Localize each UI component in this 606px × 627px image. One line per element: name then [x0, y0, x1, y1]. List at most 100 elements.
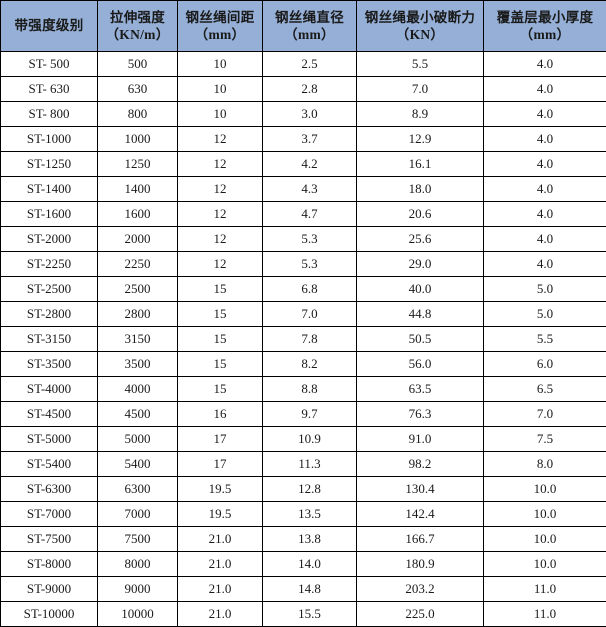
table-cell: 7000 [98, 502, 178, 527]
column-header-unit: （mm） [180, 26, 260, 43]
column-header-4: 钢丝绳最小破断力（KN） [357, 1, 484, 52]
table-cell: 15 [178, 277, 263, 302]
table-cell: 13.8 [263, 527, 357, 552]
table-cell: 7500 [98, 527, 178, 552]
table-cell: 21.0 [178, 577, 263, 602]
column-header-title: 钢丝绳直径 [265, 9, 354, 26]
table-cell: 11.0 [484, 577, 606, 602]
table-cell: 29.0 [357, 252, 484, 277]
table-cell: 800 [98, 102, 178, 127]
column-header-5: 覆盖层最小厚度（mm） [484, 1, 606, 52]
table-cell: 14.8 [263, 577, 357, 602]
table-cell: 7.8 [263, 327, 357, 352]
table-cell: 18.0 [357, 177, 484, 202]
cell-strength-grade: ST-10000 [1, 602, 98, 627]
table-cell: 166.7 [357, 527, 484, 552]
cell-strength-grade: ST-2250 [1, 252, 98, 277]
column-header-2: 钢丝绳间距（mm） [178, 1, 263, 52]
cell-strength-grade: ST-2500 [1, 277, 98, 302]
cell-strength-grade: ST-1250 [1, 152, 98, 177]
column-header-unit: （mm） [265, 26, 354, 43]
table-cell: 17 [178, 452, 263, 477]
table-cell: 15 [178, 352, 263, 377]
table-cell: 4.0 [484, 52, 606, 77]
table-cell: 7.0 [484, 402, 606, 427]
cell-strength-grade: ST-7500 [1, 527, 98, 552]
table-cell: 21.0 [178, 602, 263, 627]
table-cell: 180.9 [357, 552, 484, 577]
table-cell: 2000 [98, 227, 178, 252]
table-cell: 4.0 [484, 102, 606, 127]
table-cell: 4500 [98, 402, 178, 427]
table-cell: 4.0 [484, 202, 606, 227]
table-cell: 4.0 [484, 227, 606, 252]
table-cell: 5000 [98, 427, 178, 452]
table-cell: 15 [178, 302, 263, 327]
cell-strength-grade: ST- 800 [1, 102, 98, 127]
table-cell: 12.9 [357, 127, 484, 152]
table-cell: 40.0 [357, 277, 484, 302]
cell-strength-grade: ST-2000 [1, 227, 98, 252]
table-cell: 44.8 [357, 302, 484, 327]
table-cell: 130.4 [357, 477, 484, 502]
table-cell: 19.5 [178, 477, 263, 502]
table-cell: 4.0 [484, 152, 606, 177]
table-cell: 5.5 [484, 327, 606, 352]
table-cell: 6.8 [263, 277, 357, 302]
table-cell: 9.7 [263, 402, 357, 427]
table-cell: 15 [178, 327, 263, 352]
column-header-title: 钢丝绳最小破断力 [359, 9, 481, 26]
cell-strength-grade: ST-1600 [1, 202, 98, 227]
table-cell: 19.5 [178, 502, 263, 527]
cell-strength-grade: ST-7000 [1, 502, 98, 527]
column-header-unit: （KN/m） [100, 26, 175, 43]
table-cell: 4.0 [484, 252, 606, 277]
cell-strength-grade: ST-1000 [1, 127, 98, 152]
cell-strength-grade: ST- 500 [1, 52, 98, 77]
table-cell: 6.0 [484, 352, 606, 377]
table-cell: 5400 [98, 452, 178, 477]
table-cell: 3.0 [263, 102, 357, 127]
table-cell: 11.0 [484, 602, 606, 627]
column-header-3: 钢丝绳直径（mm） [263, 1, 357, 52]
table-cell: 17 [178, 427, 263, 452]
table-cell: 10 [178, 77, 263, 102]
header-row: 带强度级别拉伸强度（KN/m）钢丝绳间距（mm）钢丝绳直径（mm）钢丝绳最小破断… [1, 1, 606, 52]
column-header-title: 拉伸强度 [100, 9, 175, 26]
table-cell: 11.3 [263, 452, 357, 477]
table-cell: 20.6 [357, 202, 484, 227]
table-cell: 3150 [98, 327, 178, 352]
table-cell: 12 [178, 252, 263, 277]
table-cell: 2800 [98, 302, 178, 327]
cell-strength-grade: ST-4000 [1, 377, 98, 402]
table-cell: 4.2 [263, 152, 357, 177]
table-cell: 4.0 [484, 127, 606, 152]
cell-strength-grade: ST-5000 [1, 427, 98, 452]
table-cell: 6.5 [484, 377, 606, 402]
table-cell: 10 [178, 102, 263, 127]
table-cell: 1250 [98, 152, 178, 177]
table-cell: 12 [178, 227, 263, 252]
table-cell: 56.0 [357, 352, 484, 377]
table-cell: 10.0 [484, 502, 606, 527]
column-header-unit: （mm） [486, 26, 604, 43]
table-cell: 1600 [98, 202, 178, 227]
cell-strength-grade: ST-3500 [1, 352, 98, 377]
table-cell: 7.0 [357, 77, 484, 102]
table-cell: 15 [178, 377, 263, 402]
table-cell: 14.0 [263, 552, 357, 577]
table-cell: 630 [98, 77, 178, 102]
